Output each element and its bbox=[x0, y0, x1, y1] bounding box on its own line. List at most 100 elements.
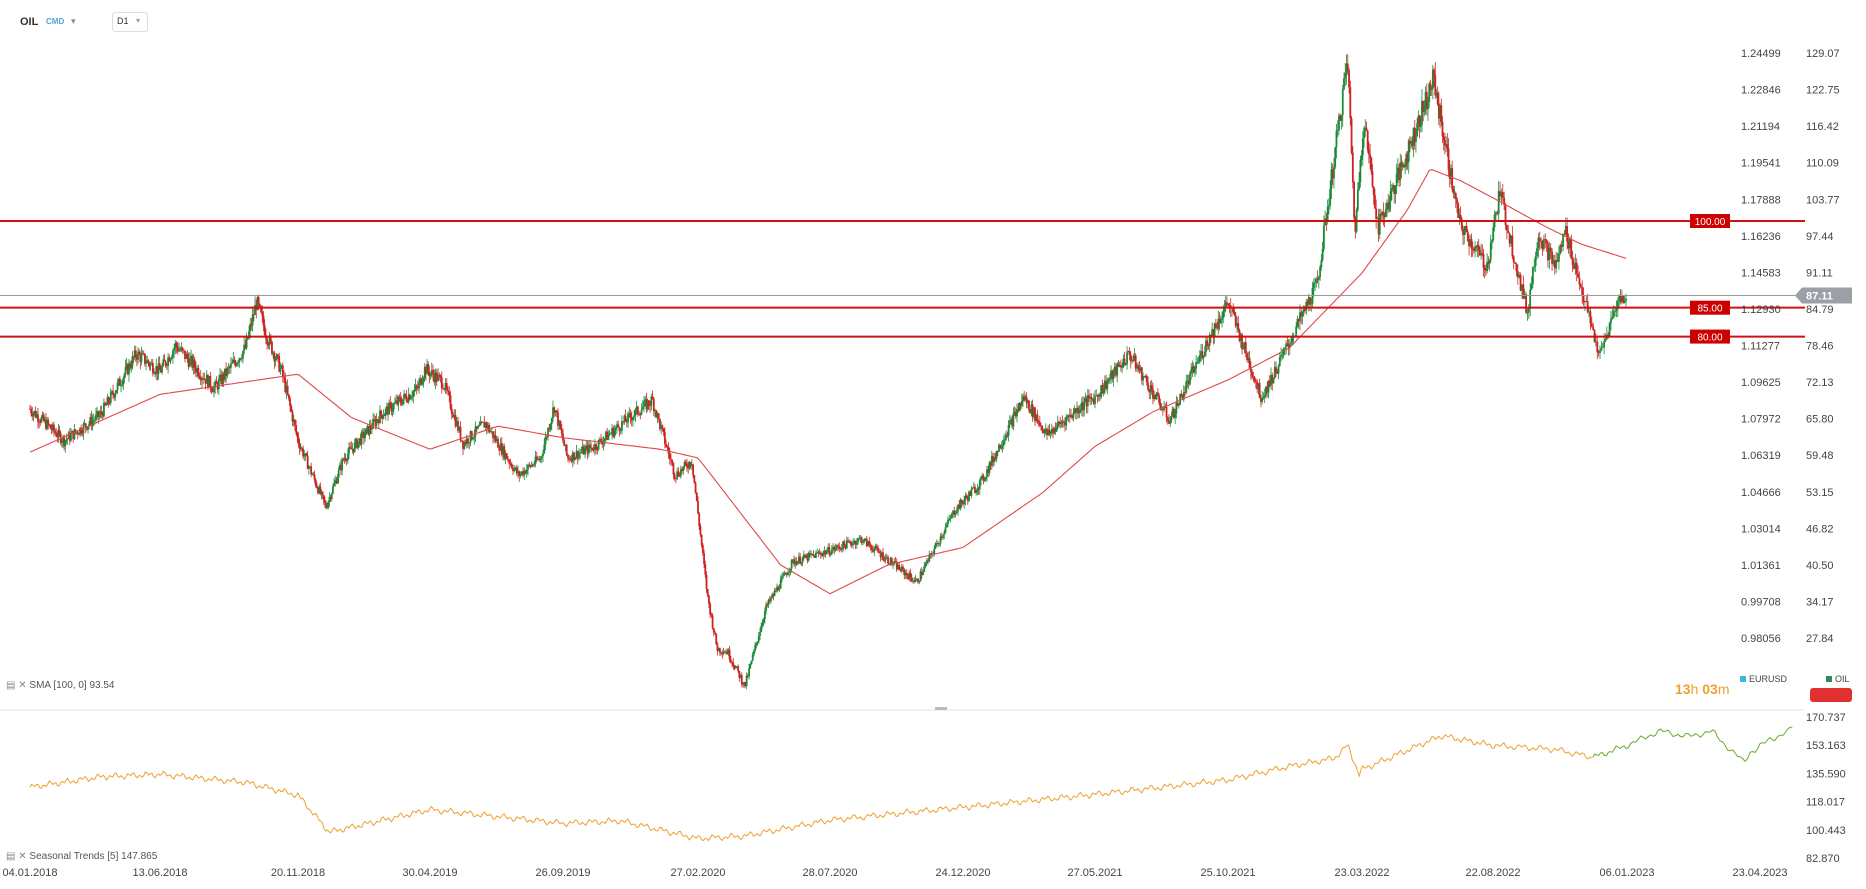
candle-body bbox=[718, 647, 721, 653]
candle-body bbox=[1071, 416, 1074, 418]
candle-body bbox=[399, 398, 402, 403]
candle-body bbox=[1358, 182, 1361, 190]
candle-body bbox=[635, 406, 638, 410]
candle-body bbox=[548, 428, 551, 430]
oil-axis-tick: 103.77 bbox=[1806, 194, 1840, 206]
pane-separator[interactable] bbox=[0, 707, 1805, 711]
candle-body bbox=[1290, 342, 1293, 344]
candle-body bbox=[1407, 140, 1410, 163]
candle-body bbox=[42, 414, 45, 421]
candle-body bbox=[323, 500, 326, 503]
candle-body bbox=[482, 421, 484, 423]
legend-oil[interactable]: OIL bbox=[1826, 674, 1850, 684]
candle-body bbox=[1525, 294, 1527, 313]
candle-body bbox=[1538, 237, 1541, 241]
candle-body bbox=[716, 644, 719, 652]
candle-body bbox=[96, 411, 99, 415]
candle-body bbox=[860, 537, 863, 543]
candle-body bbox=[48, 424, 51, 426]
candle-body bbox=[975, 491, 978, 493]
symbol-name[interactable]: OIL bbox=[20, 16, 39, 28]
candle-body bbox=[710, 614, 713, 616]
candle-body bbox=[1392, 185, 1394, 188]
candle-body bbox=[406, 400, 409, 403]
candle-body bbox=[988, 462, 991, 474]
candle-body bbox=[634, 409, 637, 416]
candle-body bbox=[838, 546, 841, 549]
timeframe-select[interactable]: D1 ▾ bbox=[112, 12, 148, 32]
candle-body bbox=[1249, 368, 1252, 372]
candle-body bbox=[147, 360, 150, 364]
candle-body bbox=[1106, 381, 1109, 389]
candle-body bbox=[596, 449, 599, 450]
eurusd-axis-tick: 1.21194 bbox=[1741, 121, 1780, 133]
candle-body bbox=[1581, 287, 1584, 296]
candle-body bbox=[91, 420, 94, 426]
candle-body bbox=[519, 473, 522, 476]
sma-indicator-label[interactable]: ▤ ✕ SMA [100, 0] 93.54 bbox=[6, 680, 114, 691]
candle-body bbox=[738, 670, 741, 678]
candle-body bbox=[857, 538, 859, 543]
candle-body bbox=[717, 647, 720, 652]
candle-body bbox=[1356, 189, 1359, 210]
candle-body bbox=[1119, 365, 1122, 368]
indicator-settings-icon[interactable]: ▤ bbox=[6, 851, 16, 862]
candle-body bbox=[184, 350, 186, 359]
candle-body bbox=[1112, 370, 1115, 380]
candle-body bbox=[1256, 382, 1259, 390]
indicator-settings-icon[interactable]: ▤ bbox=[6, 680, 16, 691]
candle-body bbox=[812, 554, 815, 556]
candle-body bbox=[1019, 403, 1022, 406]
candle-body bbox=[1416, 123, 1419, 137]
sell-status-badge[interactable] bbox=[1810, 688, 1852, 702]
candle-body bbox=[164, 361, 167, 366]
candle-body bbox=[1238, 330, 1241, 341]
candle-body bbox=[92, 420, 95, 421]
candle-body bbox=[1521, 284, 1523, 291]
candle-body bbox=[867, 541, 869, 547]
seasonal-indicator-label[interactable]: ▤ ✕ Seasonal Trends [5] 147.865 bbox=[6, 851, 157, 862]
candle-body bbox=[1306, 301, 1309, 305]
candle-body bbox=[575, 450, 578, 458]
oil-axis-tick: 40.50 bbox=[1806, 560, 1834, 572]
candle-body bbox=[980, 477, 982, 481]
candle-body bbox=[915, 578, 918, 580]
oil-axis-tick: 53.15 bbox=[1806, 487, 1834, 499]
candle-body bbox=[1189, 373, 1191, 385]
candle-body bbox=[87, 425, 89, 430]
candle-body bbox=[560, 429, 563, 434]
candle-body bbox=[1477, 245, 1480, 251]
date-axis-tick: 27.02.2020 bbox=[670, 867, 725, 879]
candle-body bbox=[1370, 157, 1373, 172]
candle-body bbox=[432, 370, 434, 376]
candle-body bbox=[1497, 191, 1500, 214]
symbol-dropdown-icon[interactable]: ▾ bbox=[71, 16, 76, 26]
candle-body bbox=[574, 457, 577, 460]
candle-body bbox=[475, 426, 478, 429]
candle-body bbox=[864, 538, 867, 540]
candle-body bbox=[629, 413, 632, 418]
candle-body bbox=[413, 389, 416, 392]
candle-body bbox=[490, 431, 493, 433]
candle-body bbox=[1376, 218, 1379, 219]
candle-body bbox=[1054, 428, 1057, 432]
candle-body bbox=[75, 431, 78, 433]
candle-body bbox=[897, 565, 899, 570]
candle-body bbox=[293, 419, 296, 426]
candle-body bbox=[1451, 167, 1454, 189]
indicator-close-icon[interactable]: ✕ bbox=[18, 851, 27, 862]
indicator-close-icon[interactable]: ✕ bbox=[18, 680, 27, 691]
candle-body bbox=[853, 540, 856, 543]
eurusd-axis-tick: 1.07972 bbox=[1741, 414, 1781, 426]
candle-body bbox=[550, 418, 553, 424]
candle-body bbox=[1615, 309, 1618, 311]
candle-body bbox=[376, 419, 379, 421]
horizontal-levels[interactable]: 100.00 85.00 80.00 bbox=[0, 213, 1805, 344]
legend-eurusd[interactable]: EURUSD bbox=[1740, 674, 1787, 684]
candle-body bbox=[494, 435, 497, 441]
candle-body bbox=[1233, 312, 1236, 316]
candle-body bbox=[1430, 88, 1433, 90]
candle-body bbox=[1040, 425, 1042, 427]
level-label-bg bbox=[1690, 329, 1730, 344]
